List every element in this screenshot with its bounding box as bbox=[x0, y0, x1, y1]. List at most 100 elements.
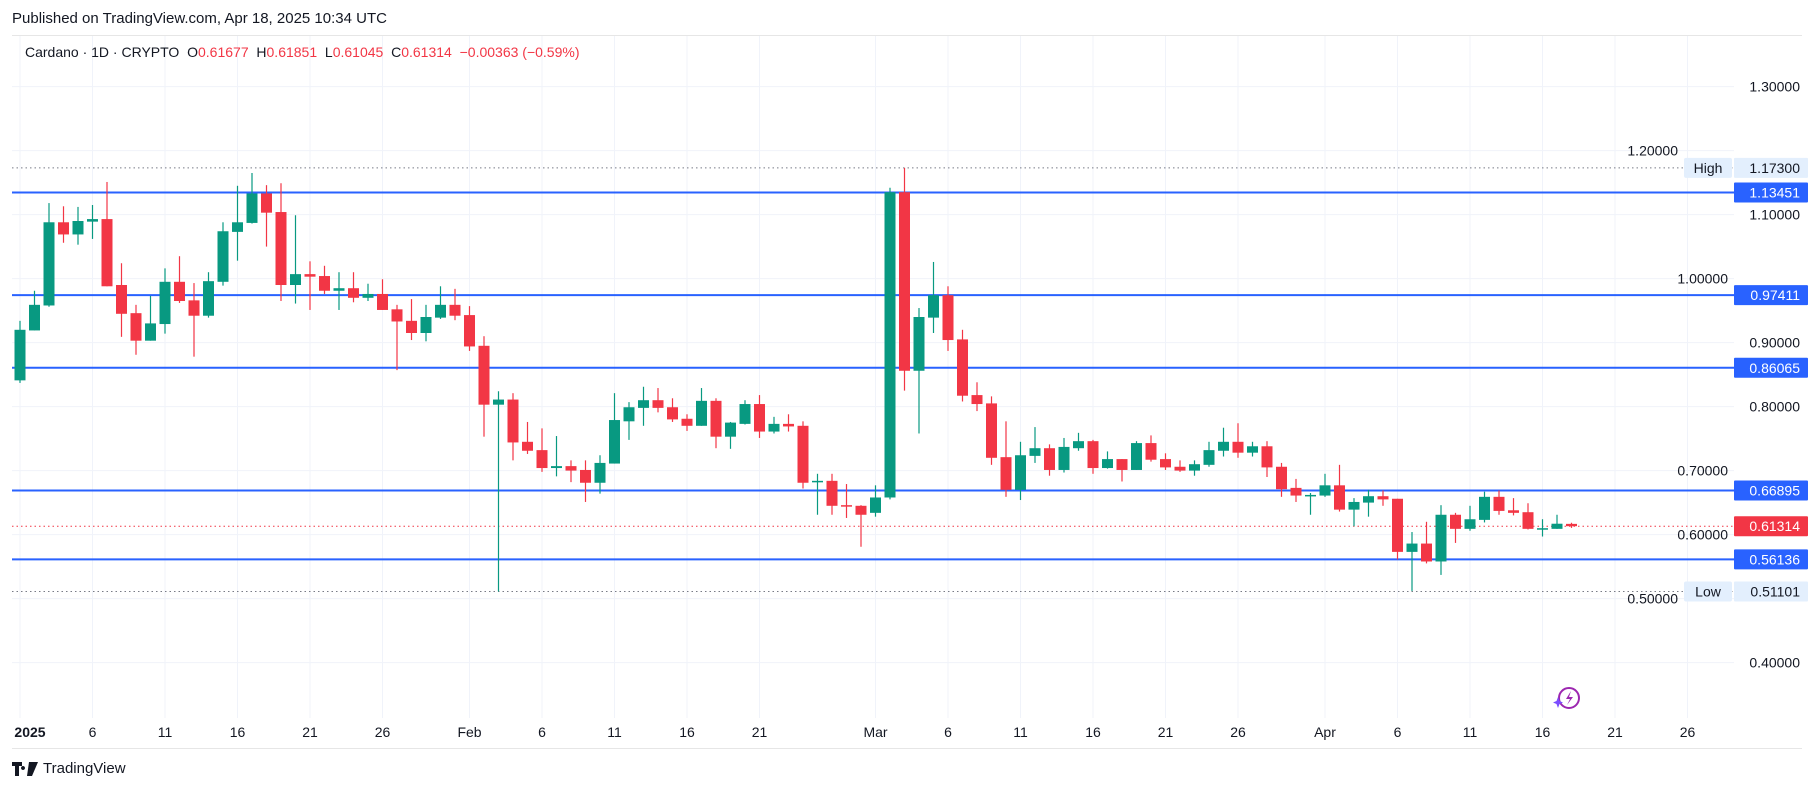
candle bbox=[1044, 444, 1055, 476]
candle bbox=[1493, 490, 1505, 515]
candle bbox=[1421, 521, 1432, 564]
candle-body bbox=[1363, 496, 1374, 503]
tradingview-branding[interactable]: TradingView bbox=[12, 760, 126, 777]
high-price-label-box bbox=[1734, 157, 1808, 178]
level-price-label-box bbox=[1734, 182, 1808, 203]
candle-body bbox=[1189, 464, 1200, 471]
x-tick-label: 6 bbox=[538, 724, 546, 740]
candle bbox=[29, 290, 40, 331]
y-tick-label: 0.50000 bbox=[1627, 591, 1678, 607]
candle-body bbox=[217, 231, 229, 282]
candle-body bbox=[681, 418, 693, 426]
y-tick-label: 1.10000 bbox=[1749, 207, 1800, 223]
candle bbox=[1290, 478, 1302, 502]
candle bbox=[971, 382, 983, 412]
x-tick-label: 11 bbox=[607, 724, 622, 740]
candle-body bbox=[725, 422, 736, 437]
y-tick-label: 1.20000 bbox=[1627, 143, 1678, 159]
candle-body bbox=[203, 281, 214, 316]
candle bbox=[797, 421, 809, 489]
candle-body bbox=[1464, 519, 1476, 529]
candle-body bbox=[522, 441, 533, 451]
candle-body bbox=[1522, 512, 1534, 529]
level-price-label-box bbox=[1734, 357, 1808, 378]
ohlc-legend: Cardano · 1D · CRYPTO O0.61677 H0.61851 … bbox=[25, 44, 579, 60]
candle bbox=[884, 187, 896, 500]
y-tick-label: 1.00000 bbox=[1677, 271, 1728, 287]
candle-body bbox=[942, 295, 954, 341]
candle-body bbox=[1058, 446, 1070, 470]
candle-body bbox=[188, 300, 200, 316]
candle bbox=[638, 386, 649, 426]
grid bbox=[12, 36, 1734, 718]
candle-body bbox=[1044, 448, 1055, 470]
candle-body bbox=[957, 339, 968, 396]
low-price-label: 0.51101 bbox=[1750, 584, 1800, 600]
y-tick-label: 0.90000 bbox=[1749, 335, 1800, 351]
candle-body bbox=[406, 320, 417, 333]
lightning-sparkle-icon[interactable] bbox=[1553, 687, 1580, 709]
candle bbox=[826, 473, 838, 515]
candle bbox=[928, 261, 939, 333]
candle bbox=[507, 393, 519, 461]
candle bbox=[594, 455, 606, 494]
candle-body bbox=[478, 345, 490, 405]
candle-body bbox=[29, 304, 40, 331]
candle-body bbox=[812, 480, 823, 483]
candle bbox=[1189, 460, 1200, 476]
candle bbox=[406, 299, 417, 341]
candle bbox=[623, 402, 635, 440]
candle-body bbox=[101, 219, 113, 287]
x-tick-label: 16 bbox=[230, 724, 246, 740]
candle bbox=[1160, 453, 1171, 470]
y-tick-label: 0.60000 bbox=[1677, 527, 1728, 543]
candle bbox=[652, 388, 664, 413]
candle bbox=[1566, 522, 1577, 528]
candle bbox=[1116, 459, 1128, 482]
candle bbox=[783, 414, 794, 432]
candle-body bbox=[623, 407, 635, 422]
level-price-label: 0.97411 bbox=[1750, 287, 1800, 303]
candle-body bbox=[58, 222, 69, 235]
open-label: O bbox=[187, 44, 198, 60]
candle-body bbox=[435, 304, 446, 318]
candle-body bbox=[420, 317, 432, 333]
candle-body bbox=[1087, 441, 1099, 469]
candle bbox=[1363, 489, 1374, 517]
candle bbox=[1334, 464, 1345, 512]
x-tick-label: 16 bbox=[679, 724, 695, 740]
candle bbox=[72, 206, 84, 245]
x-tick-label: Feb bbox=[457, 724, 481, 740]
candle-body bbox=[319, 276, 330, 291]
candle-body bbox=[116, 285, 127, 314]
candle bbox=[493, 391, 504, 592]
candle bbox=[942, 286, 954, 351]
candle bbox=[1450, 512, 1461, 543]
candle-body bbox=[580, 469, 591, 483]
candle bbox=[1319, 473, 1331, 497]
candle-body bbox=[391, 309, 403, 322]
candle-body bbox=[377, 293, 388, 310]
candle bbox=[1508, 498, 1519, 516]
y-axis[interactable]: 1.30000 1.20000 1.10000 1.00000 0.90000 0.800… bbox=[1627, 79, 1800, 671]
candle bbox=[913, 308, 925, 434]
x-tick-label: 26 bbox=[1230, 724, 1246, 740]
y-tick-label: 0.80000 bbox=[1749, 399, 1800, 415]
level-price-label: 0.86065 bbox=[1749, 360, 1800, 376]
candle bbox=[812, 473, 823, 515]
candle bbox=[304, 261, 316, 310]
high-tag-box bbox=[1684, 157, 1732, 178]
candle-body bbox=[362, 293, 374, 298]
candle bbox=[174, 256, 185, 303]
symbol-title[interactable]: Cardano · 1D · CRYPTO bbox=[25, 44, 180, 60]
candle bbox=[710, 398, 722, 449]
candle bbox=[290, 215, 301, 304]
candle bbox=[116, 263, 127, 337]
candle bbox=[391, 304, 403, 371]
plot-area bbox=[12, 167, 1734, 593]
candle bbox=[261, 185, 272, 247]
candle-body bbox=[1493, 496, 1505, 511]
candle-body bbox=[1290, 487, 1302, 496]
x-tick-label: 11 bbox=[1013, 724, 1028, 740]
